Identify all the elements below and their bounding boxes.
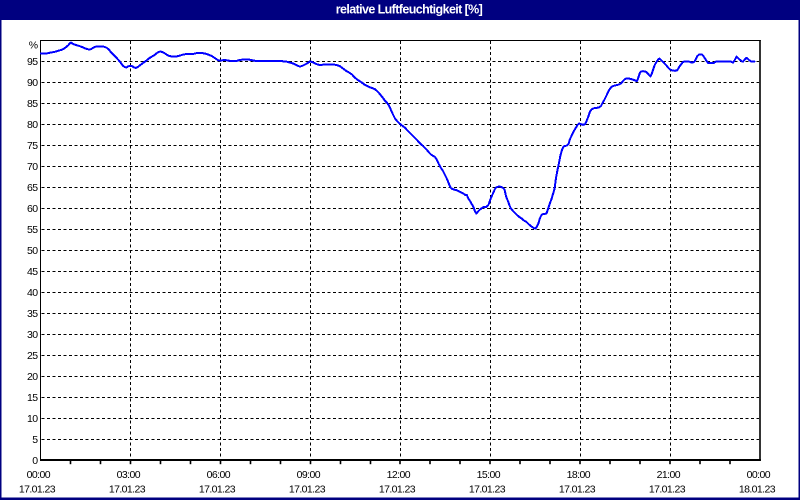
svg-text:relative Luftfeuchtigkeit [%]: relative Luftfeuchtigkeit [%]	[336, 3, 483, 17]
svg-text:17.01.23: 17.01.23	[649, 483, 686, 495]
svg-text:75: 75	[27, 140, 38, 152]
svg-text:17.01.23: 17.01.23	[109, 483, 146, 495]
svg-text:80: 80	[27, 119, 38, 131]
svg-text:17.01.23: 17.01.23	[289, 483, 326, 495]
svg-text:18.01.23: 18.01.23	[739, 483, 776, 495]
svg-text:17.01.23: 17.01.23	[379, 483, 416, 495]
svg-text:70: 70	[27, 161, 38, 173]
svg-text:90: 90	[27, 77, 38, 89]
svg-text:10: 10	[27, 413, 38, 425]
svg-text:17.01.23: 17.01.23	[199, 483, 236, 495]
svg-text:40: 40	[27, 287, 38, 299]
svg-text:12:00: 12:00	[387, 469, 411, 481]
svg-text:03:00: 03:00	[117, 469, 141, 481]
svg-text:60: 60	[27, 203, 38, 215]
svg-text:95: 95	[27, 56, 38, 68]
svg-text:65: 65	[27, 182, 38, 194]
svg-text:%: %	[29, 40, 38, 52]
svg-text:55: 55	[27, 224, 38, 236]
svg-text:20: 20	[27, 371, 38, 383]
svg-text:06:00: 06:00	[207, 469, 231, 481]
svg-text:5: 5	[32, 434, 38, 446]
svg-text:35: 35	[27, 308, 38, 320]
svg-text:45: 45	[27, 266, 38, 278]
svg-text:18:00: 18:00	[567, 469, 591, 481]
svg-text:0: 0	[32, 455, 38, 467]
svg-text:09:00: 09:00	[297, 469, 321, 481]
svg-text:00:00: 00:00	[27, 469, 51, 481]
svg-text:21:00: 21:00	[657, 469, 681, 481]
svg-text:15:00: 15:00	[477, 469, 501, 481]
svg-text:85: 85	[27, 98, 38, 110]
svg-text:17.01.23: 17.01.23	[559, 483, 596, 495]
svg-text:00:00: 00:00	[747, 469, 771, 481]
svg-text:25: 25	[27, 350, 38, 362]
svg-text:30: 30	[27, 329, 38, 341]
svg-text:50: 50	[27, 245, 38, 257]
svg-text:17.01.23: 17.01.23	[469, 483, 506, 495]
svg-text:17.01.23: 17.01.23	[19, 483, 56, 495]
svg-text:15: 15	[27, 392, 38, 404]
